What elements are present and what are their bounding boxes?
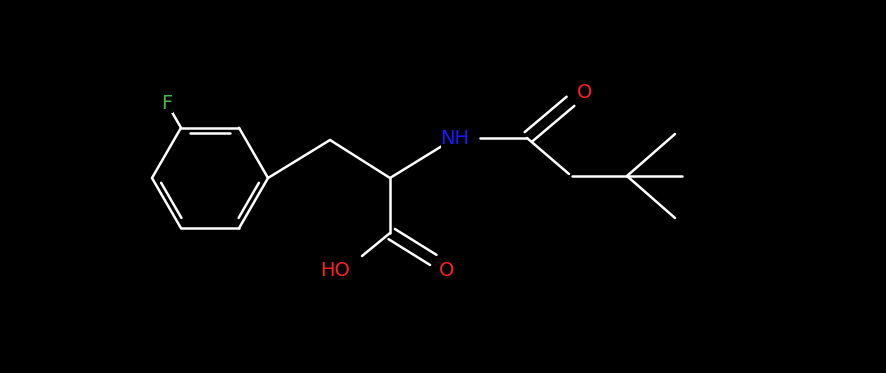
Text: O: O <box>439 261 455 280</box>
Text: F: F <box>161 94 173 113</box>
Text: NH: NH <box>440 129 470 147</box>
Text: HO: HO <box>320 261 350 280</box>
Text: O: O <box>578 82 593 101</box>
